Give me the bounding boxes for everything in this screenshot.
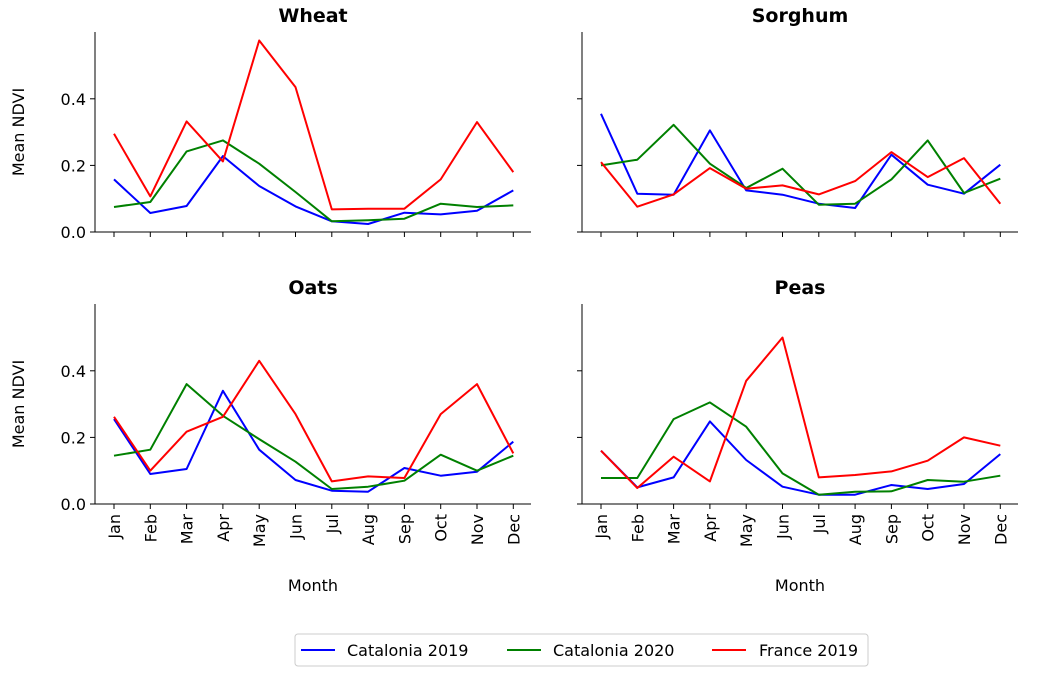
x-tick-label: Jun xyxy=(287,514,306,540)
series-line-catalonia-2020 xyxy=(113,383,514,490)
x-tick-label: Jan xyxy=(105,514,124,540)
series-line-france-2019 xyxy=(600,336,1001,489)
legend-label-france-2019: France 2019 xyxy=(759,641,858,660)
y-tick-label: 0.4 xyxy=(61,362,86,381)
panel-title: Peas xyxy=(775,277,826,299)
x-tick-label: Oct xyxy=(432,514,451,542)
panel-wheat: Wheat 0.0 0.2 0.4 Mean NDVI xyxy=(9,5,531,242)
y-tick-label: 0.0 xyxy=(61,223,86,242)
x-tick-label: Jun xyxy=(774,514,793,540)
x-tick-label: Mar xyxy=(178,514,197,545)
x-tick-label: Dec xyxy=(991,514,1010,545)
panel-oats: Oats 0.0 0.2 0.4 Jan Feb Mar Apr May Jun Jul Aug Sep… xyxy=(9,277,531,595)
x-tick-label: Mar xyxy=(665,514,684,545)
series-line-france-2019 xyxy=(600,151,1002,208)
panel-title: Sorghum xyxy=(752,5,849,27)
x-axis-label: Month xyxy=(288,576,338,595)
x-tick-label: Jul xyxy=(323,514,342,534)
series-line-catalonia-2019 xyxy=(113,155,514,225)
series-line-france-2019 xyxy=(113,39,515,211)
legend-label-catalonia-2019: Catalonia 2019 xyxy=(347,641,468,660)
legend-box xyxy=(294,633,869,667)
x-axis-label: Month xyxy=(775,576,825,595)
y-tick-label: 0.2 xyxy=(61,156,86,175)
x-tick-label: Oct xyxy=(919,514,938,542)
series-line-catalonia-2020 xyxy=(600,123,1001,206)
x-tick-label: Aug xyxy=(359,514,378,545)
panel-peas: Peas Jan Feb Mar Apr May Jun Jul Aug Sep Oct Nov Dec… xyxy=(577,277,1018,595)
y-tick-label: 0.2 xyxy=(61,428,86,447)
x-tick-label: Nov xyxy=(955,514,974,545)
x-tick-label: Feb xyxy=(628,514,647,542)
x-tick-label: Sep xyxy=(395,514,414,544)
x-tick-label: Nov xyxy=(468,514,487,545)
y-axis-label: Mean NDVI xyxy=(9,360,28,448)
legend-label-catalonia-2020: Catalonia 2020 xyxy=(553,641,674,660)
panel-title: Oats xyxy=(288,277,337,299)
x-tick-label: Feb xyxy=(141,514,160,542)
y-axis-label: Mean NDVI xyxy=(9,88,28,176)
series-line-france-2019 xyxy=(113,359,515,483)
series-line-catalonia-2019 xyxy=(600,113,1001,209)
x-tick-label: Sep xyxy=(882,514,901,544)
y-tick-label: 0.0 xyxy=(61,495,86,514)
panel-title: Wheat xyxy=(278,5,347,27)
x-tick-label: Apr xyxy=(701,514,720,542)
legend: Catalonia 2019 Catalonia 2020 France 2019 xyxy=(294,633,869,667)
series-line-catalonia-2019 xyxy=(113,389,514,493)
x-tick-label: Apr xyxy=(214,514,233,542)
x-tick-label: May xyxy=(250,514,269,547)
series-line-catalonia-2020 xyxy=(601,401,1001,496)
x-tick-label: Dec xyxy=(504,514,523,545)
x-tick-label: May xyxy=(737,514,756,547)
x-tick-label: Jul xyxy=(810,514,829,534)
series-line-catalonia-2020 xyxy=(113,139,514,223)
panel-sorghum: Sorghum xyxy=(577,5,1018,237)
x-tick-label: Aug xyxy=(846,514,865,545)
x-tick-label: Jan xyxy=(592,514,611,540)
y-tick-label: 0.4 xyxy=(61,90,86,109)
series-line-catalonia-2019 xyxy=(600,420,1001,496)
